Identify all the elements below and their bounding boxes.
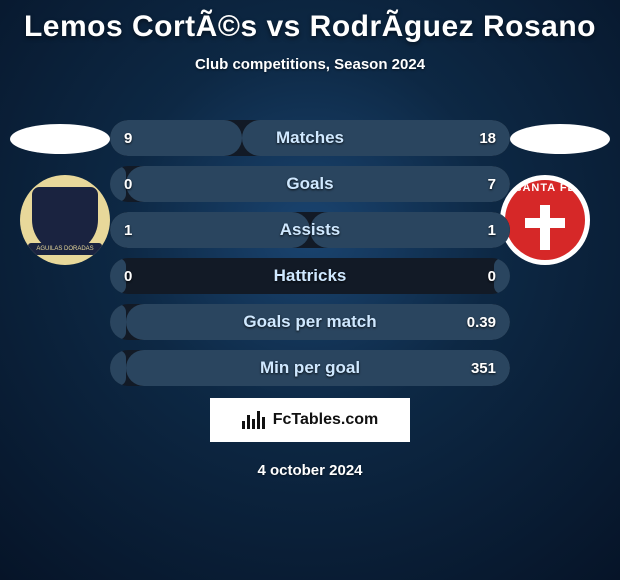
stat-value-right: 1	[488, 212, 496, 248]
stat-value-left: 1	[124, 212, 132, 248]
stat-value-left: 9	[124, 120, 132, 156]
team-right-text: SANTA FE	[505, 182, 585, 194]
stat-row: Goals0 7	[110, 166, 510, 202]
page-title: Lemos CortÃ©s vs RodrÃ­guez Rosano	[0, 0, 620, 44]
team-left-banner: AGUILAS DORADAS	[28, 243, 102, 255]
stat-value-left: 0	[124, 258, 132, 294]
stat-row: Matches9 18	[110, 120, 510, 156]
stat-row: Assists1 1	[110, 212, 510, 248]
subtitle: Club competitions, Season 2024	[0, 56, 620, 73]
date-text: 4 october 2024	[0, 462, 620, 479]
stat-value-right: 351	[471, 350, 496, 386]
flag-right-placeholder	[510, 124, 610, 154]
stat-label: Min per goal	[110, 350, 510, 386]
stat-label: Matches	[110, 120, 510, 156]
stat-row: Min per goal351	[110, 350, 510, 386]
bar-chart-icon	[242, 411, 267, 429]
stat-label: Assists	[110, 212, 510, 248]
stat-row: Goals per match0.39	[110, 304, 510, 340]
stat-label: Goals	[110, 166, 510, 202]
flag-left-placeholder	[10, 124, 110, 154]
footer-brand: FcTables.com	[210, 398, 410, 442]
stat-label: Goals per match	[110, 304, 510, 340]
stat-label: Hattricks	[110, 258, 510, 294]
stat-value-right: 0	[488, 258, 496, 294]
comparison-infographic: Lemos CortÃ©s vs RodrÃ­guez Rosano Club …	[0, 0, 620, 580]
footer-brand-text: FcTables.com	[273, 411, 379, 429]
stat-value-right: 7	[488, 166, 496, 202]
stats-bars: Matches918Goals07Assists11Hattricks00Goa…	[110, 120, 510, 396]
stat-row: Hattricks0 0	[110, 258, 510, 294]
stat-value-right: 0.39	[467, 304, 496, 340]
stat-value-left: 0	[124, 166, 132, 202]
team-right-crest: SANTA FE	[500, 175, 600, 265]
team-left-crest: AGUILAS DORADAS	[20, 175, 120, 265]
stat-value-right: 18	[479, 120, 496, 156]
